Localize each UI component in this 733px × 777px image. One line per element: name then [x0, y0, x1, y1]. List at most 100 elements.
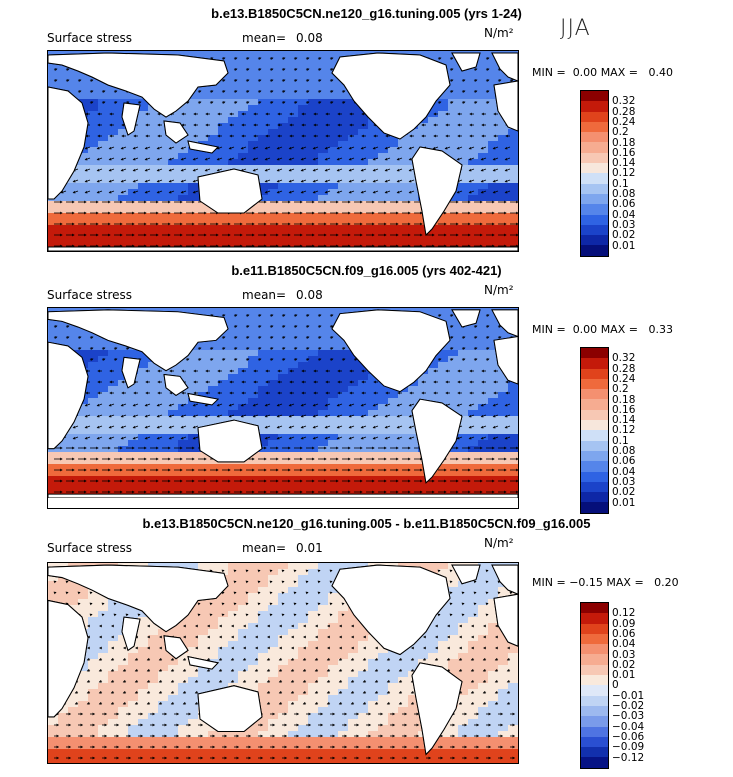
colorbar-tick-label: −0.09	[612, 741, 645, 754]
min-value: 0.00	[572, 66, 598, 79]
colorbar-tick-label: −0.04	[612, 720, 645, 733]
panel-3-mean-value: 0.01	[296, 541, 323, 555]
panel-1-map	[47, 50, 519, 252]
land-overlay	[48, 309, 518, 498]
max-label: MAX =	[606, 576, 644, 589]
min-label: MIN =	[532, 323, 566, 336]
panel-1-title: b.e13.B1850C5CN.ne120_g16.tuning.005 (yr…	[211, 6, 522, 21]
colorbar-tick-label: 0.08	[612, 188, 636, 200]
panel-1-minmax: MIN = 0.00 MAX = 0.40	[532, 66, 673, 79]
colorbar-tick-label: 0.04	[612, 638, 636, 651]
colorbar-swatch	[581, 675, 608, 686]
min-value: −0.15	[569, 576, 603, 589]
colorbar-tick-label: 0.08	[612, 445, 636, 457]
panel-2-colorbar	[580, 347, 609, 514]
colorbar-tick-label: 0.12	[612, 424, 636, 437]
panel-1-units: N/m²	[484, 26, 514, 40]
colorbar-tick-label: 0.14	[612, 414, 636, 427]
colorbar-tick-label: 0.24	[612, 372, 636, 385]
colorbar-swatch	[581, 101, 608, 112]
colorbar-swatch	[581, 705, 608, 717]
colorbar-swatch	[581, 613, 608, 624]
colorbar-swatch	[581, 163, 608, 174]
colorbar-tick-label: 0.1	[612, 434, 629, 447]
colorbar-swatch	[581, 502, 608, 513]
colorbar-swatch	[581, 183, 608, 194]
panel-3-units: N/m²	[484, 536, 514, 550]
colorbar-tick-label: −0.12	[612, 751, 645, 764]
colorbar-swatch	[581, 142, 608, 153]
colorbar-tick-label: 0.2	[612, 126, 629, 139]
colorbar-swatch	[581, 235, 608, 246]
panel-3-minmax: MIN = −0.15 MAX = 0.20	[532, 576, 679, 589]
colorbar-tick-label: 0.2	[612, 383, 629, 396]
colorbar-tick-label: −0.02	[612, 700, 645, 712]
colorbar-swatch	[581, 654, 608, 665]
colorbar-tick-label: 0.18	[612, 393, 636, 406]
panel-2-minmax: MIN = 0.00 MAX = 0.33	[532, 323, 673, 336]
panel-1-variable: Surface stress	[47, 31, 133, 45]
colorbar-swatch	[581, 91, 608, 102]
colorbar-tick-label: 0.12	[612, 607, 636, 620]
colorbar-tick-label: 0.06	[612, 198, 636, 211]
panel-3-variable: Surface stress	[47, 541, 133, 555]
colorbar-swatch	[581, 121, 608, 133]
colorbar-tick-label: 0.06	[612, 455, 636, 468]
colorbar-tick-label: 0.24	[612, 115, 636, 128]
colorbar-tick-label: −0.06	[612, 730, 645, 743]
colorbar-tick-label: 0.01	[612, 669, 636, 682]
panel-1-colorbar	[580, 90, 609, 257]
colorbar-tick-label: 0.01	[612, 239, 636, 252]
panel-2: Surface stress mean= 0.08 N/m² MIN = 0.0…	[0, 257, 733, 517]
colorbar-tick-label: 0.02	[612, 486, 636, 499]
panel-3-map	[47, 562, 519, 764]
colorbar-tick-label: 0	[612, 679, 619, 692]
colorbar-swatch	[581, 378, 608, 390]
colorbar-swatch	[581, 471, 608, 482]
colorbar-swatch	[581, 461, 608, 472]
colorbar-tick-label: 0.28	[612, 362, 636, 375]
panel-3-colorbar	[580, 602, 609, 769]
colorbar-swatch	[581, 726, 608, 737]
colorbar-swatch	[581, 695, 608, 706]
panel-3-title: b.e13.B1850C5CN.ne120_g16.tuning.005 - b…	[142, 516, 591, 531]
colorbar-swatch	[581, 409, 608, 421]
colorbar-tick-label: 0.03	[612, 648, 636, 661]
land-overlay	[48, 52, 518, 251]
colorbar-swatch	[581, 450, 608, 462]
colorbar-tick-label: 0.16	[612, 146, 636, 159]
colorbar-swatch	[581, 685, 608, 696]
colorbar-tick-label: 0.32	[612, 95, 636, 108]
colorbar-swatch	[581, 245, 608, 256]
max-value: 0.40	[648, 66, 673, 79]
colorbar-swatch	[581, 399, 608, 410]
panel-3-mean-label: mean=	[242, 541, 287, 555]
colorbar-tick-label: 0.04	[612, 208, 636, 221]
panel-1: Surface stress mean= 0.08 N/m² MIN = 0.0…	[0, 0, 733, 260]
colorbar-swatch	[581, 358, 608, 369]
min-value: 0.00	[572, 323, 598, 336]
panel-2-variable: Surface stress	[47, 288, 133, 302]
colorbar-swatch	[581, 193, 608, 205]
colorbar-swatch	[581, 111, 608, 122]
colorbar-swatch	[581, 664, 608, 676]
colorbar-swatch	[581, 132, 608, 143]
colorbar-tick-label: 0.16	[612, 403, 636, 416]
min-label: MIN =	[532, 66, 566, 79]
colorbar-tick-label: 0.02	[612, 229, 636, 242]
colorbar-swatch	[581, 440, 608, 451]
colorbar-tick-label: −0.01	[612, 689, 645, 702]
colorbar-tick-label: 0.03	[612, 475, 636, 488]
colorbar-swatch	[581, 633, 608, 645]
colorbar-tick-label: 0.28	[612, 105, 636, 118]
colorbar-tick-label: 0.18	[612, 136, 636, 149]
colorbar-tick-label: 0.02	[612, 658, 636, 671]
colorbar-tick-label: 0.09	[612, 617, 636, 630]
panel-2-mean-label: mean=	[242, 288, 287, 302]
colorbar-swatch	[581, 430, 608, 441]
colorbar-swatch	[581, 214, 608, 225]
max-label: MAX =	[600, 66, 638, 79]
colorbar-tick-label: 0.12	[612, 167, 636, 180]
colorbar-swatch	[581, 736, 608, 748]
colorbar-tick-label: 0.1	[612, 177, 629, 190]
